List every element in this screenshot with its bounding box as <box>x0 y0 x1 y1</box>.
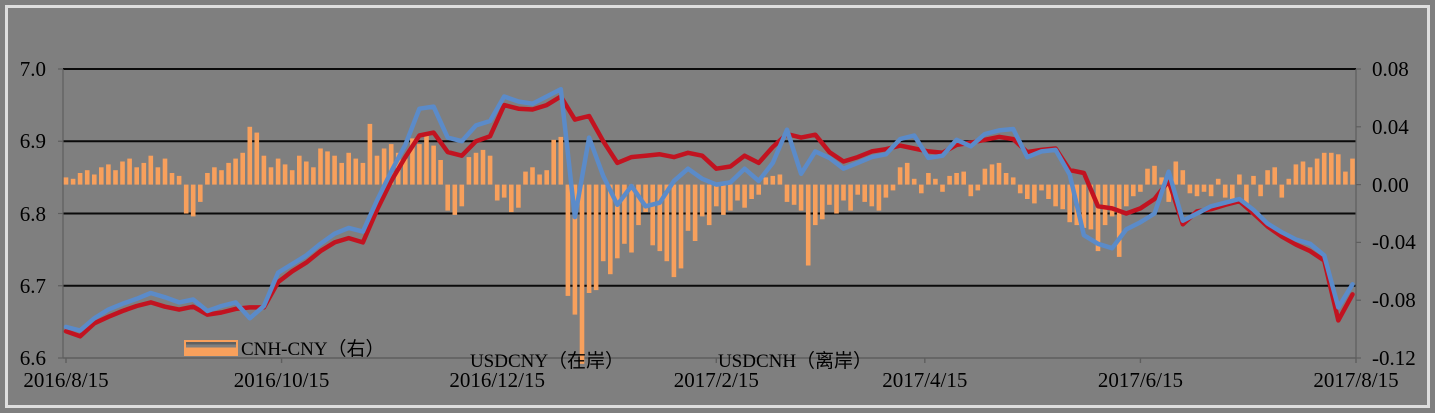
legend-item-usdcny: USDCNY（在岸） <box>470 346 624 373</box>
x-axis-tick-label: 2017/6/15 <box>1097 368 1183 392</box>
legend-label-usdcnh: USDCNH（离岸） <box>717 351 873 372</box>
x-axis-tick-label: 2016/8/15 <box>23 368 109 392</box>
x-axis-tick-label: 2016/12/15 <box>449 368 546 392</box>
right-axis-tick-label: -0.08 <box>1372 288 1416 313</box>
left-axis-tick-label: 6.9 <box>19 129 46 154</box>
x-axis-tick-label: 2017/4/15 <box>882 368 968 392</box>
left-axis-tick-label: 6.7 <box>19 273 46 298</box>
left-axis-tick-label: 6.6 <box>19 346 46 370</box>
x-axis-tick-label: 2016/10/15 <box>233 368 330 392</box>
legend-label-usdcny: USDCNY（在岸） <box>469 351 625 372</box>
right-axis-tick-label: 0.04 <box>1372 114 1409 139</box>
right-axis-tick-label: -0.04 <box>1372 230 1416 255</box>
left-axis-tick-label: 6.8 <box>19 201 46 226</box>
legend-label-cnh-cny: CNH-CNY（右） <box>241 339 385 360</box>
right-axis-tick-label: -0.12 <box>1372 346 1416 370</box>
legend-item-usdcnh: USDCNH（离岸） <box>718 346 872 373</box>
x-axis-tick-label: 2017/8/15 <box>1313 368 1399 392</box>
right-axis-tick-label: 0.00 <box>1372 172 1409 197</box>
x-axis-tick-label: 2017/2/15 <box>673 368 759 392</box>
bar-series-swatch-icon <box>184 339 238 356</box>
legend-item-cnh-cny-spread: CNH-CNY（右） <box>184 334 385 361</box>
left-axis-tick-label: 7.0 <box>19 57 46 81</box>
right-axis-tick-label: 0.08 <box>1372 57 1409 81</box>
